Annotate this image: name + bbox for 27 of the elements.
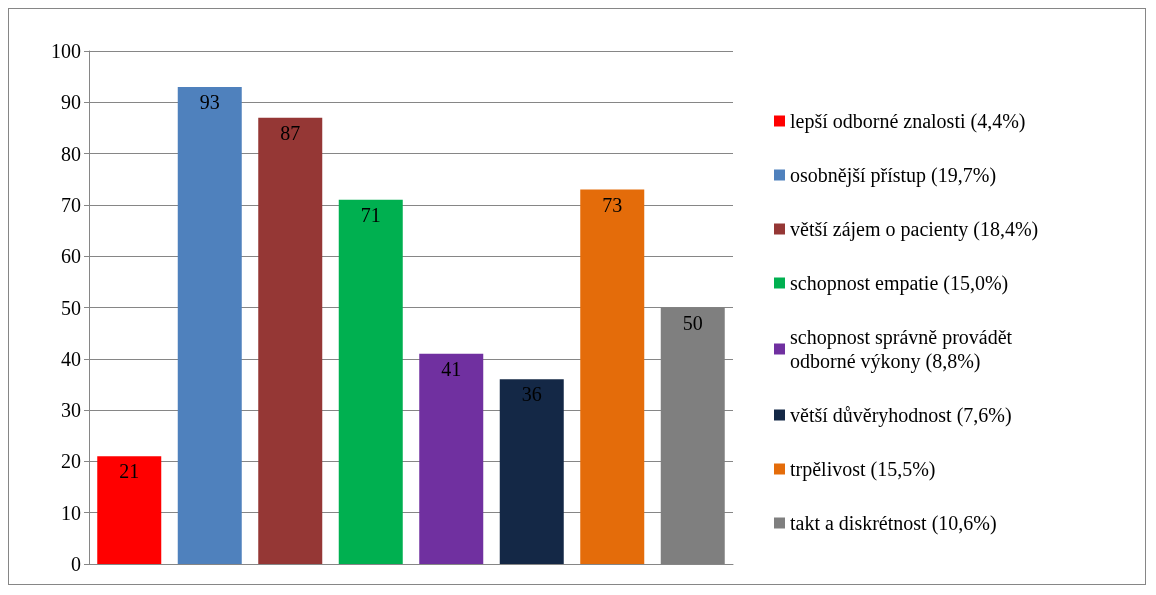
legend-label: lepší odborné znalosti (4,4%) <box>790 110 1026 133</box>
y-tick-label: 80 <box>61 142 81 165</box>
legend-label: větší důvěryhodnost (7,6%) <box>790 404 1012 427</box>
legend-label: schopnost správně provádět odborné výkony (8,8%) <box>790 326 1018 373</box>
legend-label: trpělivost (15,5%) <box>790 458 936 481</box>
data-label: 93 <box>199 90 220 113</box>
data-label: 21 <box>119 460 140 483</box>
legend-label: takt a diskrétnost (10,6%) <box>790 512 997 535</box>
y-tick-label: 10 <box>61 501 81 524</box>
y-tick-label: 30 <box>61 399 81 422</box>
y-tick-label: 40 <box>61 347 81 370</box>
y-tick-label: 90 <box>61 91 81 114</box>
data-label: 87 <box>280 121 301 144</box>
y-tick-label: 70 <box>61 193 81 216</box>
legend-label: větší zájem o pacienty (18,4%) <box>790 218 1039 241</box>
data-label: 41 <box>441 357 462 380</box>
data-label: 50 <box>682 311 703 334</box>
legend-label: schopnost empatie (15,0%) <box>790 272 1009 295</box>
y-tick-label: 20 <box>61 450 81 473</box>
data-label: 73 <box>602 193 623 216</box>
y-tick-label: 60 <box>61 245 81 268</box>
data-label: 36 <box>521 383 542 406</box>
y-tick-label: 50 <box>61 296 81 319</box>
y-tick-label: 100 <box>51 40 81 62</box>
y-tick-label: 0 <box>71 553 81 575</box>
legend-label: osobnější přístup (19,7%) <box>790 164 997 187</box>
data-label: 71 <box>360 203 381 226</box>
